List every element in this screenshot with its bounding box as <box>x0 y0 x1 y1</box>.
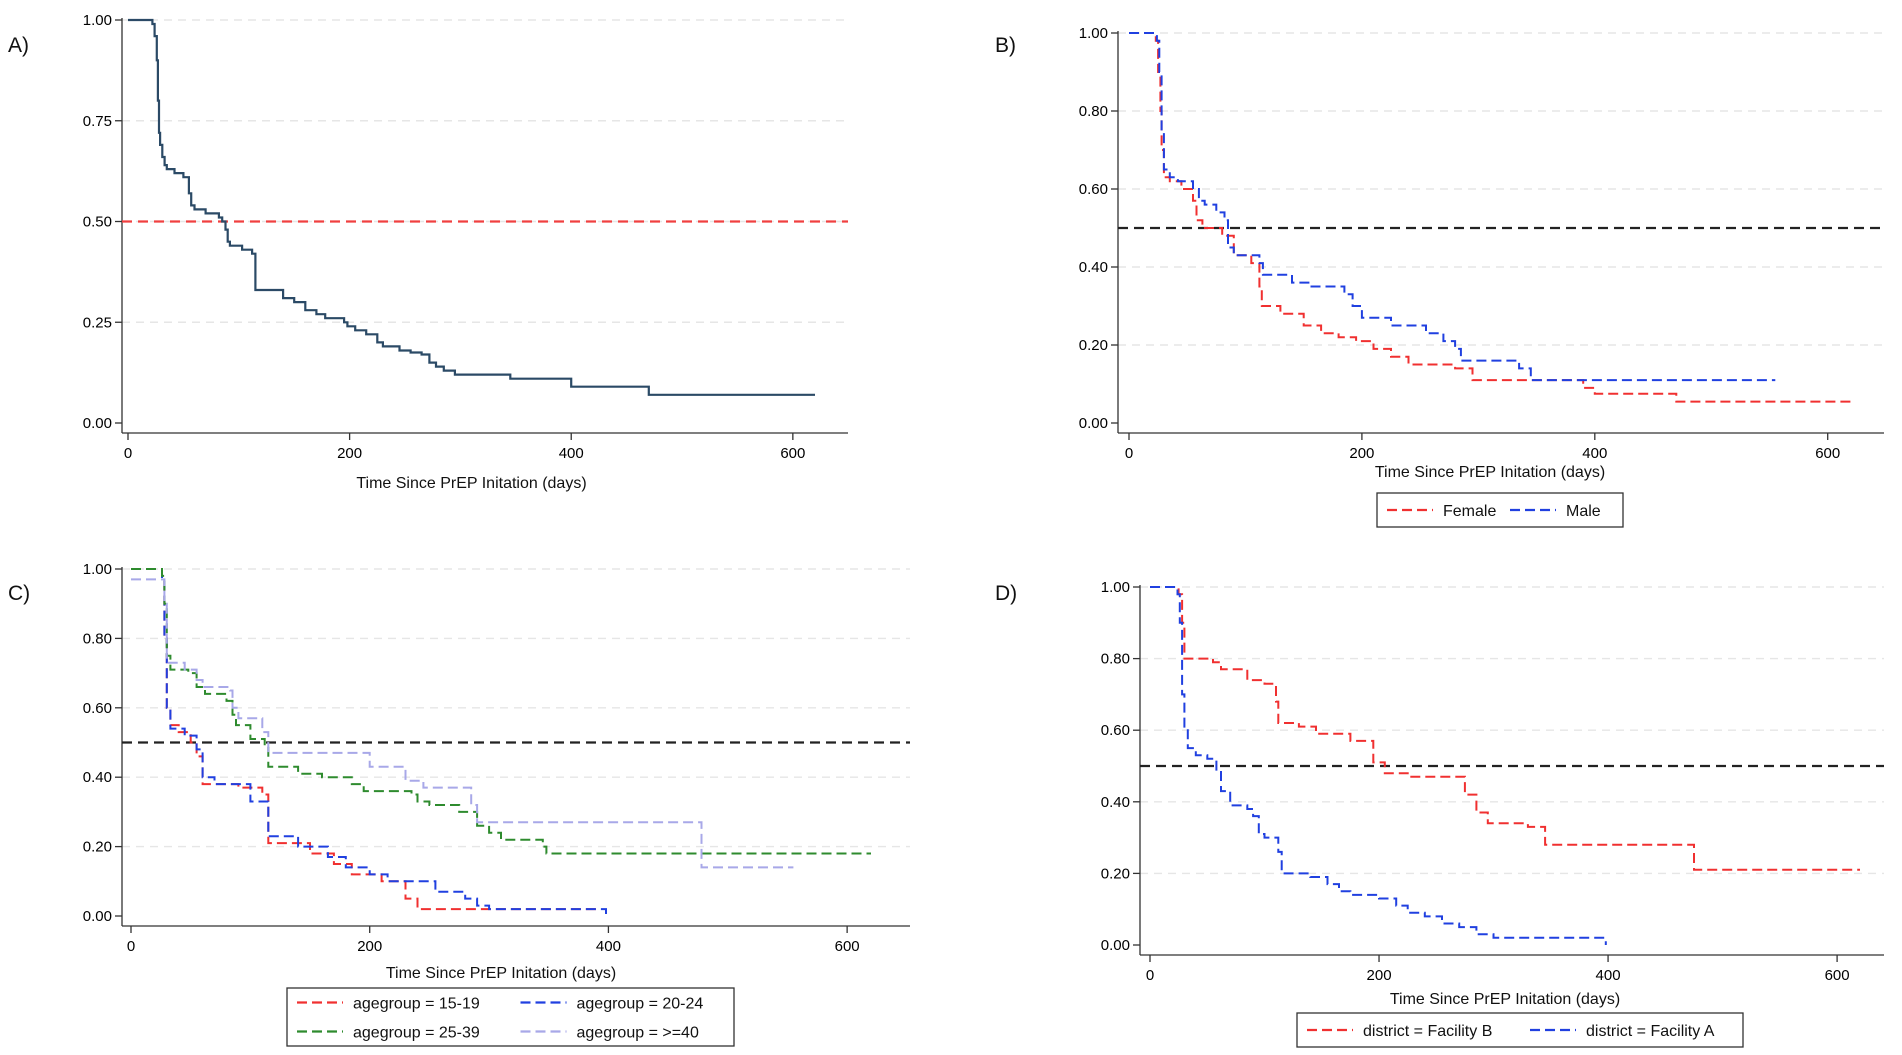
legend-box <box>1296 1012 1744 1048</box>
x-axis-title: Time Since PrEP Initation (days) <box>1390 991 1620 1008</box>
y-tick-label: 1.00 <box>1079 25 1108 42</box>
survival-curve-agegroup-20-24 <box>131 568 607 916</box>
legend-entry: Male <box>1566 503 1601 520</box>
legend-entry: agegroup = 15-19 <box>353 996 480 1013</box>
y-tick-label: 0.00 <box>83 415 112 432</box>
panel-label: C) <box>8 582 30 605</box>
y-tick-label: 0.60 <box>83 700 112 717</box>
survival-curve-agegroup-25-39 <box>131 568 871 855</box>
panel-a-chart: A) 0.00 0.25 0.50 0.75 1.00 0 200 400 600 Time Sin… <box>8 12 848 492</box>
legend-entry: Female <box>1443 503 1496 520</box>
y-tick-label: 0.60 <box>1101 722 1130 739</box>
y-tick-label: 0.80 <box>1079 103 1108 120</box>
survival-curve-district-facility-b <box>1150 586 1860 871</box>
legend-entry: agegroup = 25-39 <box>353 1025 480 1042</box>
y-tick-label: 0.20 <box>1079 337 1108 354</box>
panel-b-chart: B) 0.00 0.20 0.40 0.60 0.80 1.00 0 200 400 600 Time… <box>995 25 1884 528</box>
legend-entry: district = Facility B <box>1363 1023 1492 1040</box>
y-tick-label: 0.80 <box>83 630 112 647</box>
y-tick-label: 0.80 <box>1101 651 1130 668</box>
legend: district = Facility B district = Facility… <box>1296 1012 1744 1048</box>
y-tick-label: 0.00 <box>1101 937 1130 954</box>
panel-c-chart: C) 0.00 0.20 0.40 0.60 0.80 1.00 0 200 400 600 Time… <box>8 561 910 1047</box>
y-tick-label: 0.60 <box>1079 181 1108 198</box>
legend-box <box>286 987 735 1047</box>
y-tick-label: 0.20 <box>83 839 112 856</box>
legend-entry: agegroup = >=40 <box>577 1025 699 1042</box>
x-tick-label: 600 <box>1825 967 1850 984</box>
y-tick-label: 0.40 <box>1079 259 1108 276</box>
x-axis-title: Time Since PrEP Initation (days) <box>1375 464 1605 481</box>
panel-label: D) <box>995 582 1017 605</box>
legend-entry: district = Facility A <box>1586 1023 1715 1040</box>
x-tick-label: 600 <box>780 445 805 462</box>
x-tick-label: 400 <box>596 938 621 955</box>
x-tick-label: 400 <box>1582 445 1607 462</box>
panel-d-chart: D) 0.00 0.20 0.40 0.60 0.80 1.00 0 200 400 600 Time… <box>995 579 1884 1048</box>
y-tick-label: 1.00 <box>83 561 112 578</box>
survival-curve-overall <box>128 18 815 396</box>
survival-curve-district-facility-a <box>1150 586 1607 945</box>
x-tick-label: 0 <box>1146 967 1154 984</box>
survival-curve-agegroup-40 <box>131 578 794 869</box>
x-tick-label: 600 <box>1815 445 1840 462</box>
y-tick-label: 0.50 <box>83 214 112 231</box>
y-tick-label: 0.25 <box>83 314 112 331</box>
y-tick-label: 0.40 <box>83 769 112 786</box>
x-tick-label: 0 <box>1125 445 1133 462</box>
y-tick-label: 0.20 <box>1101 865 1130 882</box>
x-axis-title: Time Since PrEP Initation (days) <box>356 475 586 492</box>
x-tick-label: 200 <box>1367 967 1392 984</box>
y-tick-label: 0.00 <box>83 908 112 925</box>
y-tick-label: 0.40 <box>1101 794 1130 811</box>
x-tick-label: 400 <box>1596 967 1621 984</box>
x-tick-label: 400 <box>559 445 584 462</box>
legend: agegroup = 15-19 agegroup = 20-24 agegroup… <box>286 987 735 1047</box>
legend-entry: agegroup = 20-24 <box>577 996 704 1013</box>
x-tick-label: 200 <box>357 938 382 955</box>
y-tick-label: 1.00 <box>1101 579 1130 596</box>
panel-label: A) <box>8 34 29 57</box>
legend: Female Male <box>1376 492 1624 528</box>
x-axis-title: Time Since PrEP Initation (days) <box>386 965 616 982</box>
x-tick-label: 600 <box>835 938 860 955</box>
x-tick-label: 0 <box>124 445 132 462</box>
y-tick-label: 0.75 <box>83 113 112 130</box>
survival-curve-agegroup-15-19 <box>131 568 597 911</box>
y-tick-label: 1.00 <box>83 12 112 29</box>
x-tick-label: 200 <box>337 445 362 462</box>
y-tick-label: 0.00 <box>1079 415 1108 432</box>
x-tick-label: 200 <box>1349 445 1374 462</box>
survival-curve-male <box>1129 32 1776 382</box>
panel-label: B) <box>995 34 1016 57</box>
x-tick-label: 0 <box>127 938 135 955</box>
